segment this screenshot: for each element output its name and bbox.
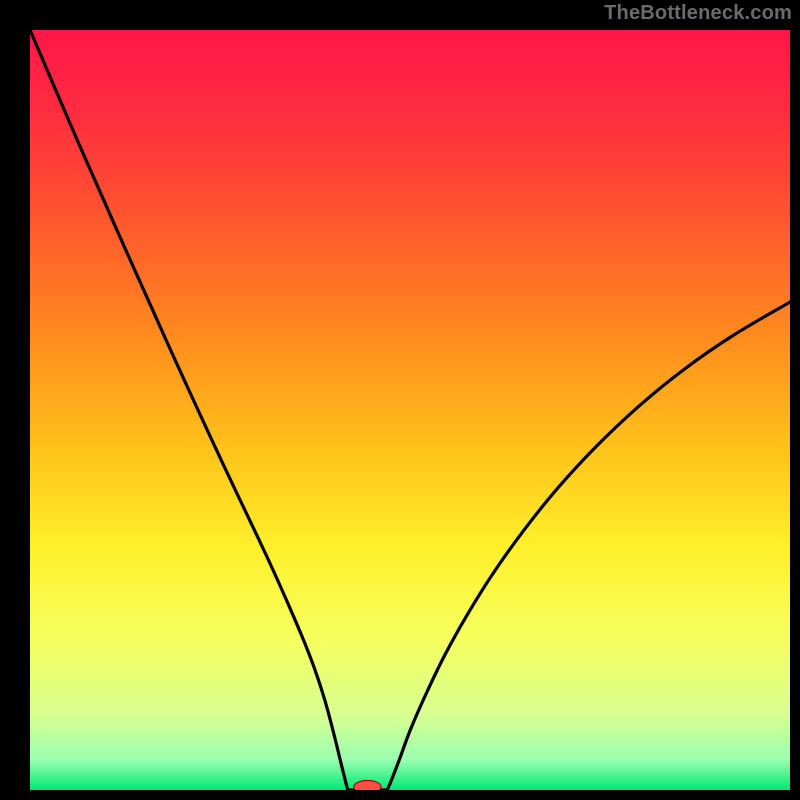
gradient-background (30, 30, 790, 790)
chart-stage: TheBottleneck.com (0, 0, 800, 800)
bottleneck-chart (0, 0, 800, 800)
